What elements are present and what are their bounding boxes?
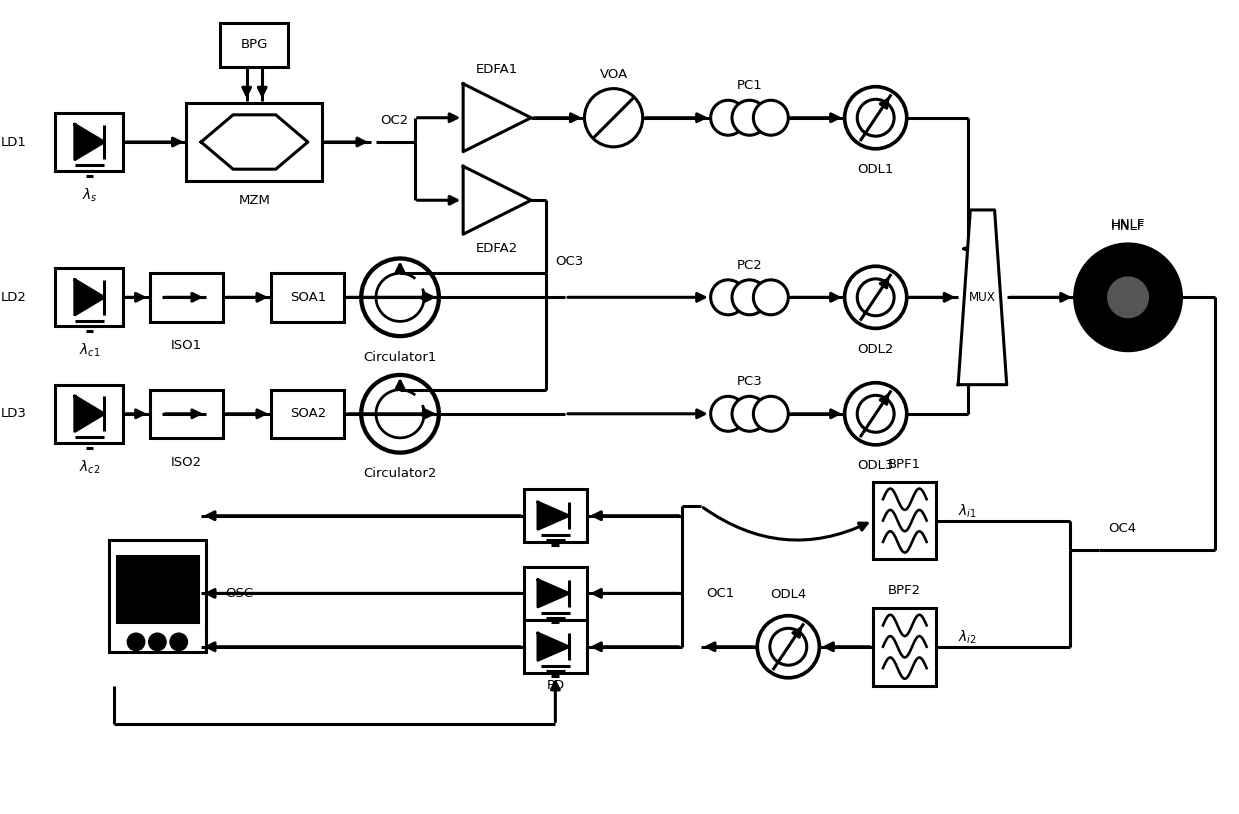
Text: ODL4: ODL4	[771, 589, 807, 601]
Circle shape	[753, 396, 788, 431]
Bar	[271, 390, 344, 438]
Bar	[524, 567, 587, 620]
Circle shape	[1074, 244, 1182, 351]
Bar	[150, 273, 223, 322]
Text: MUX: MUX	[969, 291, 996, 304]
Text: EDFA1: EDFA1	[476, 63, 518, 76]
Circle shape	[585, 89, 643, 147]
Text: BPF2: BPF2	[888, 584, 922, 597]
Bar	[109, 540, 206, 652]
Text: BPF1: BPF1	[888, 457, 922, 470]
Bar	[873, 608, 937, 685]
Circle shape	[753, 280, 788, 315]
Circle shape	[845, 266, 907, 328]
Circle shape	[857, 396, 895, 432]
Polygon shape	[538, 502, 569, 529]
Text: Circulator2: Circulator2	[363, 467, 436, 480]
Circle shape	[170, 633, 187, 650]
Text: PC1: PC1	[737, 79, 762, 92]
Bar	[150, 390, 223, 438]
Text: $\lambda_{i2}$: $\lambda_{i2}$	[958, 628, 976, 646]
Text: ISO2: ISO2	[171, 456, 202, 469]
Circle shape	[769, 628, 807, 665]
Bar	[524, 489, 587, 542]
Circle shape	[857, 279, 895, 316]
Text: $\lambda_{c2}$: $\lambda_{c2}$	[79, 458, 100, 476]
Text: HNLF: HNLF	[1111, 218, 1145, 231]
Circle shape	[757, 615, 819, 678]
Text: $\lambda_s$: $\lambda_s$	[82, 186, 98, 204]
Text: OSC: OSC	[225, 587, 254, 600]
Circle shape	[732, 100, 767, 135]
Polygon shape	[74, 396, 104, 431]
Circle shape	[362, 375, 439, 453]
Circle shape	[1108, 277, 1149, 317]
Polygon shape	[463, 166, 532, 234]
Polygon shape	[958, 210, 1007, 385]
Circle shape	[711, 396, 746, 431]
Circle shape	[732, 280, 767, 315]
Bar	[116, 557, 198, 623]
Text: PC3: PC3	[737, 375, 762, 388]
Text: ISO1: ISO1	[171, 339, 202, 352]
Text: SOA1: SOA1	[290, 291, 326, 304]
Text: ODL2: ODL2	[857, 343, 893, 356]
Text: LD1: LD1	[0, 135, 26, 148]
Text: LD3: LD3	[0, 407, 26, 420]
Text: $\lambda_{c1}$: $\lambda_{c1}$	[79, 342, 100, 360]
Bar	[873, 482, 937, 559]
Bar	[56, 268, 124, 326]
Circle shape	[149, 633, 166, 650]
Text: PD: PD	[546, 679, 565, 692]
Bar	[271, 273, 344, 322]
Circle shape	[753, 100, 788, 135]
Polygon shape	[74, 280, 104, 315]
Circle shape	[362, 259, 439, 336]
Text: HNLF: HNLF	[1111, 220, 1145, 233]
Circle shape	[711, 100, 746, 135]
Circle shape	[857, 99, 895, 136]
Bar	[56, 113, 124, 171]
Text: OC3: OC3	[555, 256, 584, 268]
Text: PC2: PC2	[737, 259, 762, 272]
Polygon shape	[463, 84, 532, 151]
Bar	[56, 385, 124, 443]
Bar	[187, 103, 322, 181]
Circle shape	[732, 396, 767, 431]
Bar	[524, 620, 587, 673]
Text: MZM: MZM	[238, 194, 270, 207]
Circle shape	[128, 633, 145, 650]
Text: ODL1: ODL1	[857, 164, 893, 177]
Text: Circulator1: Circulator1	[363, 351, 436, 364]
Text: EDFA2: EDFA2	[476, 243, 518, 256]
Text: OC1: OC1	[706, 587, 733, 600]
Circle shape	[845, 383, 907, 445]
Text: $\lambda_{i1}$: $\lambda_{i1}$	[958, 502, 978, 519]
Polygon shape	[538, 580, 569, 607]
Circle shape	[711, 280, 746, 315]
Text: ODL3: ODL3	[857, 459, 893, 472]
Text: SOA2: SOA2	[290, 407, 326, 420]
Bar	[221, 23, 289, 67]
Text: OC4: OC4	[1109, 522, 1136, 535]
Polygon shape	[74, 125, 104, 160]
Polygon shape	[538, 633, 569, 660]
Circle shape	[845, 86, 907, 149]
Text: OC2: OC2	[380, 115, 409, 128]
Text: BPG: BPG	[240, 38, 268, 51]
Text: LD2: LD2	[0, 291, 26, 304]
Text: VOA: VOA	[600, 68, 628, 81]
